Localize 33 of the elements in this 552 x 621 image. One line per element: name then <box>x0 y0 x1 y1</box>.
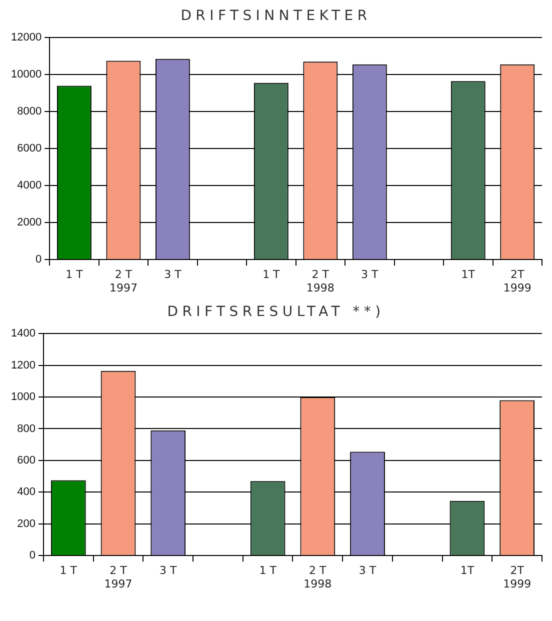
x-tick-label: 3 T <box>361 268 379 282</box>
x-tick-label: 2 T 1997 <box>104 564 132 590</box>
y-tick-label: 6000 <box>17 142 42 155</box>
y-tick-label: 12000 <box>10 32 42 44</box>
y-tick-label: 0 <box>35 254 42 266</box>
y-tick-label: 2000 <box>17 216 42 229</box>
y-tick-label: 1000 <box>10 391 36 404</box>
x-tick-label: 2T 1999 <box>503 268 532 294</box>
y-tick-label: 800 <box>17 422 36 435</box>
y-tick-label: 1200 <box>10 359 36 372</box>
y-tick-label: 600 <box>17 454 36 466</box>
x-tick-label: 3 T <box>159 564 177 578</box>
x-tick-label: 3 T <box>164 268 182 282</box>
x-tick-label: 2 T 1997 <box>109 268 138 294</box>
x-tick-label: 1 T <box>262 268 280 282</box>
y-tick-label: 200 <box>17 518 36 530</box>
y-tick-label: 10000 <box>10 68 42 81</box>
x-tick-label: 3 T <box>358 564 376 578</box>
x-tick-label: 2 T 1998 <box>304 564 332 590</box>
x-tick-label: 2T 1999 <box>503 564 532 590</box>
x-tick-label: 1 T <box>60 564 78 578</box>
y-tick-label: 8000 <box>17 106 42 118</box>
y-tick-label: 0 <box>29 550 36 562</box>
y-tick-label: 4000 <box>17 180 42 192</box>
y-tick-label: 1400 <box>10 328 36 340</box>
y-tick-label: 400 <box>17 486 36 498</box>
x-tick-label: 1 T <box>66 268 84 282</box>
chart-title: DRIFTSRESULTAT **) <box>166 304 386 320</box>
chart-title: DRIFTSINNTEKTER <box>180 8 372 24</box>
x-tick-label: 1 T <box>259 564 277 578</box>
x-tick-label: 1T <box>460 564 474 578</box>
x-tick-label: 2 T 1998 <box>306 268 334 294</box>
x-tick-label: 1T <box>461 268 476 282</box>
